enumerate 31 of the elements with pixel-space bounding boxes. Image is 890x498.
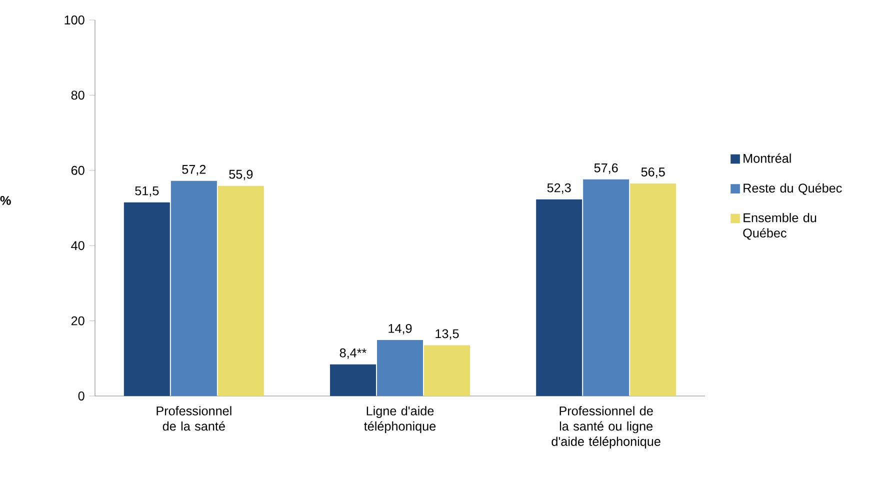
y-axis-title: % [0, 196, 11, 205]
x-tick-label: Professionnel de la santé ou ligne d'aide téléphonique [552, 406, 660, 448]
bar [218, 186, 264, 396]
bar [330, 364, 376, 396]
bar [583, 179, 630, 396]
bar [170, 180, 217, 396]
data-label: 56,5 [641, 168, 665, 178]
bar [536, 199, 582, 396]
legend-label: Ensemble du Québec [743, 212, 816, 240]
data-label: 57,2 [182, 164, 206, 176]
bar [377, 340, 424, 396]
data-label: 55,9 [229, 170, 253, 180]
data-label: 52,3 [547, 183, 571, 194]
data-label: 8,4** [340, 348, 366, 359]
data-label: 14,9 [388, 324, 412, 334]
bar [630, 184, 676, 396]
y-tick-label: 60 [71, 166, 84, 175]
y-tick-label: 80 [71, 90, 84, 100]
data-label: 51,5 [135, 186, 159, 197]
y-tick-label: 20 [71, 316, 84, 326]
data-label: 57,6 [594, 163, 618, 174]
legend-label: Montréal [744, 153, 791, 163]
bar [424, 345, 470, 396]
x-tick-label: Ligne d'aide téléphonique [364, 406, 436, 434]
y-tick-label: 100 [64, 16, 84, 24]
data-label: 13,5 [436, 329, 459, 340]
y-tick-label: 0 [78, 392, 84, 400]
legend-label: Reste du Québec [744, 183, 842, 195]
y-tick-label: 40 [71, 241, 84, 250]
x-tick-label: Professionnel de la santé [156, 406, 232, 431]
bar [124, 202, 170, 396]
